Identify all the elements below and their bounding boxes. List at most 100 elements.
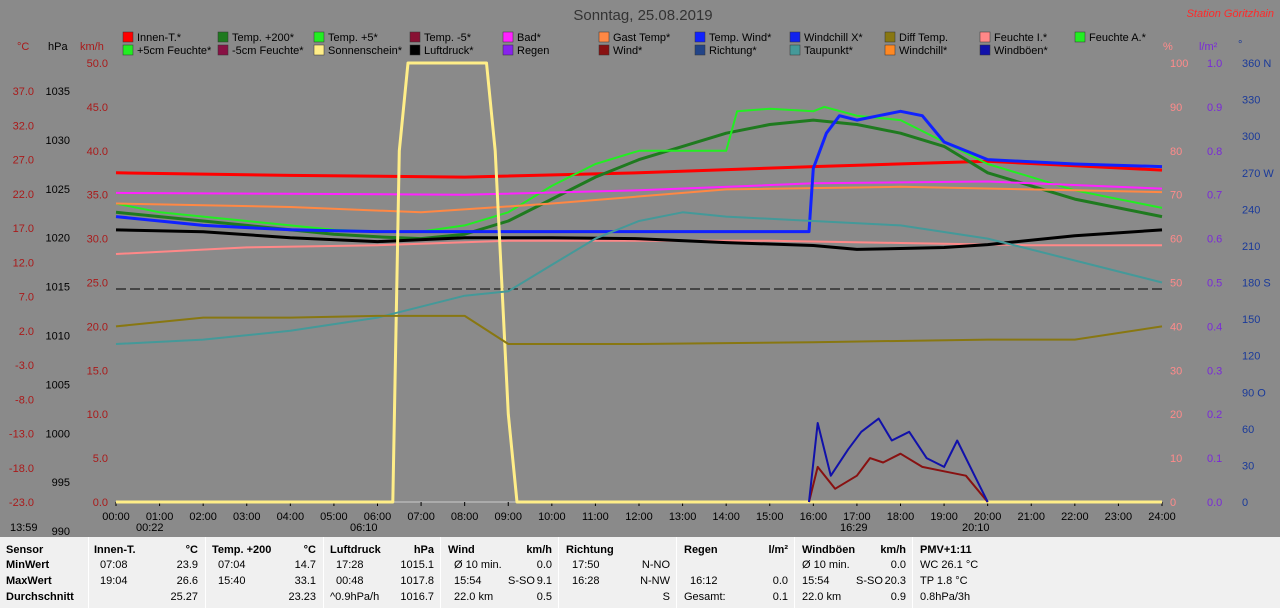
regen-heading: Regen — [684, 544, 718, 556]
time-tick: 11:00 — [582, 511, 609, 523]
stats-pmv-column: PMV+1:11 WC 26.1 °C TP 1.8 °C 0.8hPa/3h — [920, 537, 1020, 608]
richtung-avg-value: S — [662, 591, 670, 603]
temp200-unit: °C — [303, 544, 316, 556]
pct-tick: 50 — [1170, 278, 1182, 290]
wind-max-dir: S-SO — [508, 575, 535, 587]
kmh-unit: km/h — [80, 41, 104, 53]
legend-swatch — [979, 31, 991, 43]
temp-tick: -3.0 — [15, 360, 34, 372]
stats-regen-column: Regen l/m² 16:12 0.0 Gesamt: 0.1 — [684, 537, 788, 608]
deg-tick: 330 — [1242, 95, 1260, 107]
legend-label: Feuchte I.* — [994, 32, 1048, 44]
hpa-tick: 1030 — [46, 135, 70, 147]
legend-label: Gast Temp* — [613, 32, 671, 44]
time-tick: 05:00 — [320, 511, 348, 523]
legend-label: -5cm Feuchte* — [232, 45, 304, 57]
richtung-min-value: N-NO — [641, 559, 670, 571]
windboeen-avg-value: 0.9 — [890, 591, 906, 603]
windboeen-avg10-value: 0.0 — [890, 559, 906, 571]
temp-tick: 2.0 — [19, 326, 34, 338]
hpa-tick: 1005 — [46, 379, 70, 391]
axis-unit-labels: °C hPa km/h% l/m² ° — [17, 39, 1242, 53]
hpa-tick: 1015 — [46, 282, 70, 294]
time-tick: 01:00 — [146, 511, 174, 523]
luftdruck-avg-value: 1016.7 — [400, 591, 434, 603]
legend-label: Temp. -5* — [424, 32, 472, 44]
windboeen-max-value: 20.3 — [884, 575, 906, 587]
legend-label: +5cm Feuchte* — [137, 45, 212, 57]
lm2-tick: 0.5 — [1207, 278, 1222, 290]
deg-tick: 30 — [1242, 460, 1254, 472]
richtung-min-time: 17:50 — [572, 559, 600, 571]
time-tick: 18:00 — [887, 511, 915, 523]
regen-total-value: 0.1 — [772, 591, 788, 603]
time-tick: 06:00 — [364, 511, 392, 523]
legend-label: Windchill* — [899, 45, 948, 57]
pct-tick: 10 — [1170, 453, 1182, 465]
deg-tick: 210 — [1242, 241, 1260, 253]
time-tick: 02:00 — [189, 511, 217, 523]
temp200-heading: Temp. +200 — [212, 544, 272, 556]
richtung-max-value: N-NW — [640, 575, 670, 587]
hpa-tick: 995 — [52, 477, 70, 489]
weather-chart: Sonntag, 25.08.2019 Station Göritzhain I… — [9, 7, 1274, 535]
wind-avg-value: 0.5 — [536, 591, 552, 603]
luftdruck-max-value: 1017.8 — [400, 575, 434, 587]
legend-swatch — [598, 44, 610, 56]
legend-label: Taupunkt* — [804, 45, 854, 57]
legend-label: Bad* — [517, 32, 542, 44]
legend-label: Wind* — [613, 45, 643, 57]
kmh-tick: 5.0 — [93, 453, 108, 465]
lm2-tick: 0.8 — [1207, 146, 1222, 158]
lm2-tick: 0.2 — [1207, 409, 1222, 421]
hpa-tick: 1000 — [46, 428, 70, 440]
legend-label: Diff Temp. — [899, 32, 948, 44]
hpa-tick: 1010 — [46, 331, 70, 343]
series-line — [115, 185, 1163, 214]
legend-swatch — [217, 44, 229, 56]
lm2-tick: 0.4 — [1207, 321, 1222, 333]
temp200-max-time: 15:40 — [218, 575, 246, 587]
innen-avg-value: 25.27 — [170, 591, 198, 603]
luftdruck-max-time: 00:48 — [336, 575, 364, 587]
series-line — [115, 105, 1163, 233]
pmv-windchill: WC 26.1 °C — [920, 559, 979, 571]
legend-label: Feuchte A.* — [1089, 32, 1147, 44]
temp-tick: -18.0 — [9, 463, 34, 475]
temp-tick: 22.0 — [13, 189, 34, 201]
legend-swatch — [409, 44, 421, 56]
hpa-tick: 1020 — [46, 233, 70, 245]
lm2-tick: 0.3 — [1207, 365, 1222, 377]
temp-unit: °C — [17, 41, 29, 53]
regen-max-value: 0.0 — [772, 575, 788, 587]
avg-label: Durchschnitt — [6, 591, 74, 603]
legend-swatch — [409, 31, 421, 43]
legend-swatch — [598, 31, 610, 43]
gridlines — [116, 288, 1162, 503]
legend-label: Windchill X* — [804, 32, 863, 44]
legend-swatch — [789, 44, 801, 56]
legend-label: Temp. Wind* — [709, 32, 772, 44]
kmh-tick: 45.0 — [87, 102, 108, 114]
pmv-dewpoint: TP 1.8 °C — [920, 575, 968, 587]
time-marker: 16:29 — [840, 522, 868, 534]
time-tick: 20:00 — [974, 511, 1002, 523]
deg-tick: 300 — [1242, 131, 1260, 143]
series-line — [115, 211, 1163, 345]
time-tick: 03:00 — [233, 511, 261, 523]
temp200-max-value: 33.1 — [294, 575, 316, 587]
kmh-tick: 50.0 — [87, 58, 108, 70]
temp-tick: 37.0 — [13, 86, 34, 98]
lm2-tick: 0.1 — [1207, 453, 1222, 465]
wind-heading: Wind — [448, 544, 475, 556]
legend-swatch — [122, 44, 134, 56]
regen-max-time: 16:12 — [690, 575, 718, 587]
pct-tick: 100 — [1170, 58, 1188, 70]
legend-swatch — [122, 31, 134, 43]
pct-tick: 0 — [1170, 497, 1176, 509]
time-marker: 13:59 — [10, 522, 38, 534]
legend-swatch — [789, 31, 801, 43]
series-line — [115, 109, 1163, 234]
deg-tick: 240 — [1242, 204, 1260, 216]
deg-tick: 60 — [1242, 424, 1254, 436]
